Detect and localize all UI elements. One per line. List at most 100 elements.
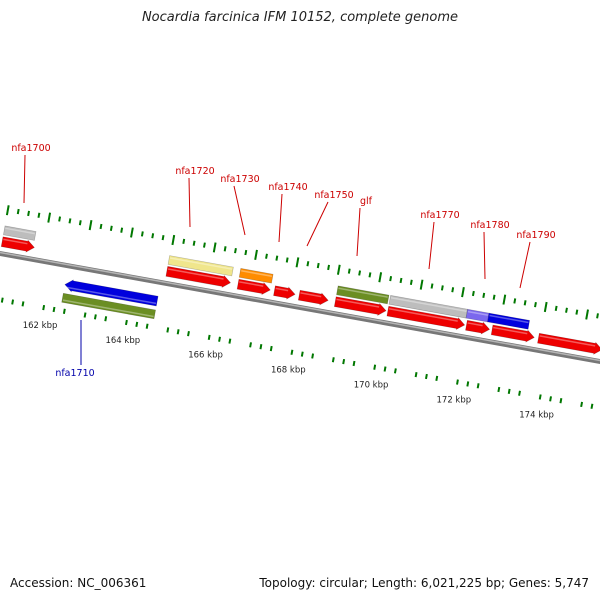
- feature-olive-1710: [61, 292, 156, 320]
- topology-stats: Topology: circular; Length: 6,021,225 bp…: [259, 576, 589, 590]
- gene-label: nfa1770: [420, 210, 459, 221]
- bottom-tick: [42, 304, 46, 311]
- kbp-label: 172 kbp: [437, 395, 472, 405]
- gene-leader-line: [306, 201, 329, 247]
- gene-leader-line: [188, 177, 191, 228]
- top-tick: [109, 225, 113, 231]
- feature-gray-1700: [3, 225, 37, 241]
- top-tick: [492, 294, 496, 300]
- feature-shine: [390, 296, 467, 313]
- feature-shine: [239, 281, 264, 287]
- page-title: Nocardia farcinica IFM 10152, complete g…: [141, 10, 459, 25]
- feature-shine: [336, 298, 380, 308]
- gene-label: nfa1700: [11, 143, 50, 154]
- feature-shine: [493, 326, 528, 335]
- bottom-tick: [497, 386, 501, 393]
- top-tick: [275, 255, 279, 261]
- bottom-tick: [435, 375, 439, 381]
- top-tick: [409, 279, 413, 285]
- bottom-tick: [300, 351, 304, 357]
- feature-khaki-1720: [167, 255, 234, 277]
- feature-red-1740: [273, 285, 296, 300]
- bottom-tick: [311, 353, 315, 359]
- top-tick: [244, 249, 248, 256]
- top-tick: [27, 210, 31, 217]
- feature-shine: [169, 257, 233, 270]
- bottom-tick: [249, 342, 252, 348]
- bottom-tick: [414, 371, 418, 378]
- bottom-tick: [393, 368, 397, 374]
- top-tick: [37, 212, 41, 218]
- top-tick: [451, 287, 455, 293]
- top-tick: [265, 253, 268, 259]
- top-tick: [368, 272, 372, 278]
- top-tick: [130, 227, 134, 238]
- top-tick: [78, 220, 82, 226]
- feature-shine: [467, 310, 489, 316]
- gene-label: nfa1750: [314, 190, 353, 201]
- bottom-tick: [145, 323, 149, 329]
- genome-axis: [0, 250, 600, 365]
- bottom-tick: [549, 396, 552, 402]
- top-tick: [5, 205, 10, 216]
- top-tick: [327, 264, 331, 271]
- genome-axis-highlight: [0, 251, 600, 362]
- feature-shine: [300, 292, 322, 298]
- bottom-tick: [342, 358, 346, 365]
- top-tick: [430, 283, 434, 289]
- top-tick: [99, 223, 103, 230]
- feature-red-1800: [537, 332, 600, 355]
- feature-red-1780: [465, 319, 491, 335]
- top-tick: [212, 242, 217, 253]
- top-tick: [192, 240, 196, 246]
- feature-shine: [489, 314, 529, 324]
- kbp-label: 168 kbp: [271, 366, 306, 376]
- feature-orange-1730: [238, 268, 274, 284]
- top-tick: [151, 233, 155, 239]
- top-tick: [306, 261, 310, 267]
- bottom-tick: [373, 364, 377, 370]
- bottom-tick: [259, 344, 263, 350]
- gene-leader-line: [519, 241, 531, 289]
- feature-red-1750: [297, 289, 329, 306]
- bottom-tick: [331, 357, 335, 363]
- bottom-tick: [290, 349, 294, 355]
- top-tick: [140, 231, 144, 237]
- bottom-tick: [269, 345, 273, 352]
- gene-label: glf: [360, 196, 373, 207]
- top-tick: [543, 301, 548, 313]
- kbp-label: 162 kbp: [23, 321, 58, 331]
- feature-blue-1790: [487, 312, 530, 330]
- feature-shine: [539, 335, 596, 347]
- bottom-tick: [104, 316, 108, 322]
- bottom-tick: [187, 331, 190, 337]
- kbp-label: 164 kbp: [105, 336, 140, 346]
- top-tick: [358, 270, 362, 276]
- top-tick: [347, 268, 351, 274]
- feature-shine: [241, 270, 273, 278]
- bottom-tick: [0, 297, 4, 303]
- gene-leader-line: [278, 193, 283, 243]
- feature-shine: [5, 227, 35, 235]
- top-tick: [565, 307, 568, 313]
- gene-label: nfa1710: [55, 368, 94, 379]
- bottom-tick: [83, 312, 87, 318]
- bottom-tick: [176, 329, 180, 335]
- bottom-tick: [52, 306, 56, 313]
- gene-label: nfa1780: [470, 220, 509, 231]
- bottom-tick: [559, 398, 563, 404]
- feature-red-1700: [0, 236, 35, 253]
- top-tick: [285, 257, 289, 263]
- top-tick: [389, 275, 393, 282]
- gene-label: nfa1740: [268, 182, 307, 193]
- top-tick: [513, 298, 517, 304]
- top-tick: [182, 238, 186, 244]
- feature-red-1730: [236, 278, 271, 296]
- bottom-tick: [21, 301, 25, 307]
- bottom-tick: [352, 360, 356, 367]
- bottom-tick: [456, 379, 459, 385]
- top-tick: [554, 305, 558, 312]
- top-tick: [295, 257, 300, 268]
- top-tick: [585, 309, 589, 320]
- top-tick: [161, 234, 165, 241]
